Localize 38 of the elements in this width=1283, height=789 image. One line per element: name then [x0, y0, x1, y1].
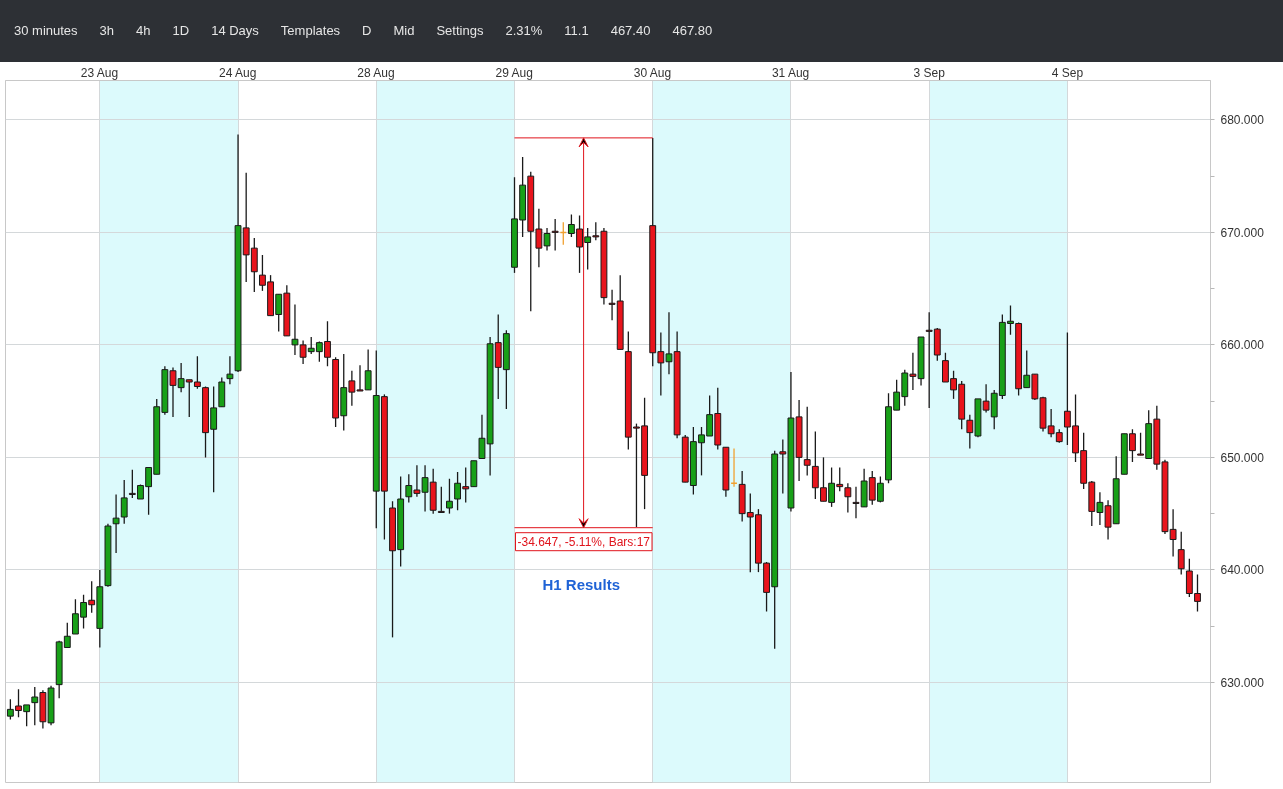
- y-tick-label: 670.000: [1220, 225, 1265, 240]
- x-tick-label: 4 Sep: [1051, 65, 1084, 80]
- y-tick-label: 680.000: [1220, 113, 1265, 128]
- text: 3h: [99, 21, 115, 40]
- candlestick: [803, 406, 811, 477]
- x-tick-label: 28 Aug: [357, 65, 395, 80]
- text: Settings: [436, 21, 484, 40]
- text: 11.1: [564, 21, 589, 40]
- candlestick: [226, 355, 234, 385]
- candlestick: [437, 485, 445, 514]
- text: 2.31%: [505, 21, 543, 40]
- y-tick-label: 640.000: [1220, 563, 1265, 578]
- text: 467.80: [672, 21, 713, 40]
- text: Templates: [280, 21, 341, 40]
- text: Mid: [393, 21, 415, 40]
- text: D: [362, 21, 372, 40]
- candlestick: [844, 482, 852, 514]
- annotation: -34.647, -5.11%, Bars:17: [517, 534, 651, 549]
- text: 4h: [136, 21, 151, 40]
- annotation: H1 Results: [542, 576, 621, 593]
- x-tick-label: 29 Aug: [495, 65, 533, 80]
- x-tick-label: 30 Aug: [633, 65, 672, 80]
- y-tick-label: 650.000: [1220, 450, 1265, 465]
- candlestick: [551, 218, 559, 252]
- text: 1D: [172, 21, 190, 40]
- y-tick-label: 630.000: [1220, 675, 1265, 690]
- text: 14 Days: [211, 21, 259, 40]
- x-tick-label: 3 Sep: [913, 65, 946, 80]
- text: 467.40: [610, 21, 651, 40]
- x-tick-label: 31 Aug: [771, 65, 810, 80]
- y-tick-label: 660.000: [1220, 338, 1265, 353]
- candlestick: [120, 479, 128, 525]
- candlestick: [446, 478, 453, 515]
- candlestick: [112, 493, 120, 554]
- candlestick: [1177, 530, 1185, 576]
- x-tick-label: 24 Aug: [219, 65, 257, 80]
- text: 30 minutes: [14, 21, 78, 40]
- x-tick-label: 23 Aug: [80, 65, 119, 80]
